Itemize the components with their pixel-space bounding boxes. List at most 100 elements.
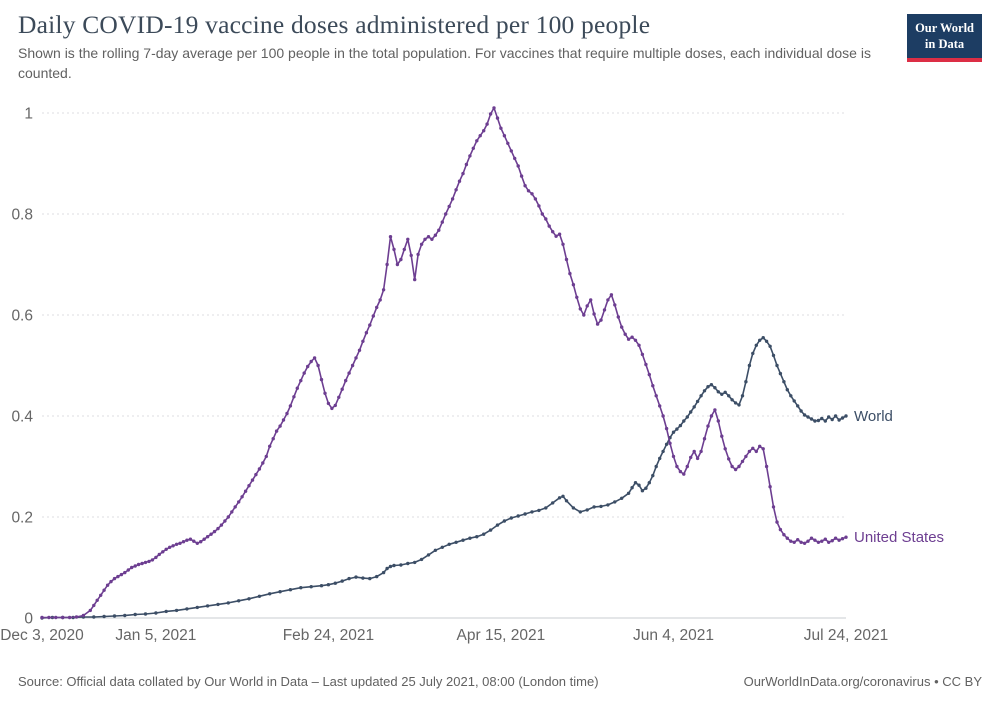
united-states-point: [716, 419, 720, 423]
world-point: [768, 344, 772, 348]
world-point: [837, 418, 841, 422]
world-point: [661, 449, 665, 454]
united-states-point: [585, 304, 589, 308]
united-states-point: [478, 134, 482, 138]
owid-logo[interactable]: Our World in Data: [907, 14, 982, 62]
world-point: [713, 386, 717, 390]
world-point: [720, 392, 724, 396]
world-point: [326, 583, 331, 587]
world-point: [733, 401, 738, 405]
world-point: [744, 380, 748, 384]
united-states-point: [689, 455, 693, 460]
united-states-point: [119, 572, 124, 577]
world-line[interactable]: [41, 336, 847, 619]
united-states-point: [820, 539, 824, 543]
united-states-point: [67, 615, 72, 620]
united-states-point: [827, 540, 831, 544]
world-point: [247, 597, 251, 601]
united-states-point: [651, 384, 655, 388]
united-states-point: [492, 106, 496, 110]
owid-logo-line2: in Data: [924, 37, 965, 52]
world-point: [685, 415, 689, 419]
united-states-point: [212, 529, 217, 534]
united-states-point: [440, 220, 444, 224]
series-label-united-states[interactable]: United States: [854, 529, 944, 546]
united-states-point: [764, 464, 769, 469]
united-states-point: [554, 234, 558, 238]
united-states-point: [281, 418, 286, 422]
world-point: [716, 390, 720, 394]
world-point: [278, 590, 282, 594]
world-point: [747, 363, 752, 368]
united-states-point: [509, 149, 513, 153]
united-states-point: [385, 262, 389, 267]
united-states-point: [658, 404, 662, 408]
united-states-point: [430, 237, 434, 241]
world-point: [695, 399, 700, 404]
world-point: [754, 343, 758, 347]
united-states-point: [485, 122, 489, 126]
world-point: [764, 339, 769, 343]
united-states-point: [285, 411, 289, 416]
series-label-world[interactable]: World: [854, 408, 893, 425]
united-states-point: [433, 233, 438, 237]
united-states-point: [368, 323, 372, 327]
united-states-point: [816, 540, 821, 544]
world-point: [771, 353, 776, 358]
united-states-point: [740, 459, 745, 464]
united-states-point: [647, 372, 651, 377]
owid-link[interactable]: OurWorldInData.org/coronavirus • CC BY: [743, 674, 982, 689]
united-states-point: [233, 505, 237, 509]
world-point: [692, 405, 696, 409]
united-states-point: [706, 424, 710, 428]
world-point: [385, 566, 389, 571]
united-states-point: [102, 588, 106, 592]
united-states-point: [309, 359, 313, 364]
united-states-point: [730, 464, 734, 469]
world-point: [347, 576, 351, 581]
united-states-point: [630, 335, 634, 339]
world-point: [792, 399, 796, 403]
world-point: [727, 394, 731, 398]
united-states-line[interactable]: [42, 107, 847, 619]
united-states-point: [99, 593, 103, 597]
world-point: [133, 612, 137, 617]
world-point: [699, 394, 703, 398]
united-states-point: [209, 532, 213, 536]
united-states-point: [468, 154, 472, 158]
united-states-point: [150, 558, 155, 562]
united-states-point: [806, 539, 810, 543]
united-states-point: [526, 189, 531, 193]
world-point: [761, 336, 765, 340]
united-states-point: [350, 363, 355, 368]
united-states-point: [202, 537, 206, 541]
world-point: [689, 410, 693, 414]
united-states-point: [164, 547, 168, 551]
world-point: [675, 427, 679, 431]
united-states-point: [626, 337, 631, 341]
united-states-point: [475, 139, 479, 143]
united-states-point: [426, 235, 431, 239]
world-point: [537, 508, 541, 513]
world-point: [502, 519, 507, 523]
world-point: [447, 542, 451, 546]
united-states-point: [361, 339, 365, 343]
united-states-point: [447, 204, 451, 209]
united-states-point: [54, 615, 58, 620]
united-states-point: [136, 562, 141, 567]
chart-subtitle: Shown is the rolling 7-day average per 1…: [18, 45, 871, 81]
world-point: [816, 418, 821, 423]
united-states-point: [589, 298, 593, 302]
world-point: [785, 388, 789, 392]
united-states-point: [81, 613, 86, 618]
x-axis-tick-label: Jun 4, 2021: [633, 627, 714, 644]
world-point: [723, 390, 727, 394]
united-states-point: [782, 533, 786, 537]
united-states-point: [147, 559, 151, 564]
united-states-point: [595, 322, 600, 326]
world-point: [174, 608, 179, 613]
world-point: [578, 510, 582, 514]
united-states-point: [174, 542, 179, 546]
united-states-point: [471, 146, 475, 150]
world-point: [585, 508, 589, 512]
